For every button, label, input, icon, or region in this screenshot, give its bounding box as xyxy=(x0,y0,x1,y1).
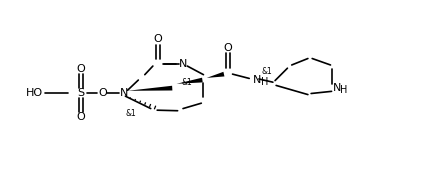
Text: HO: HO xyxy=(26,88,43,98)
Text: O: O xyxy=(98,88,107,98)
Text: N: N xyxy=(253,74,261,85)
Text: O: O xyxy=(76,112,85,122)
Polygon shape xyxy=(176,78,203,84)
Text: O: O xyxy=(154,34,162,44)
Text: H: H xyxy=(340,85,348,95)
Text: O: O xyxy=(76,64,85,74)
Text: N: N xyxy=(333,83,341,93)
Polygon shape xyxy=(127,86,173,91)
Text: &1: &1 xyxy=(182,78,193,87)
Text: H: H xyxy=(260,77,268,87)
Text: &1: &1 xyxy=(262,67,272,76)
Polygon shape xyxy=(207,72,225,78)
Text: N: N xyxy=(120,88,129,98)
Text: N: N xyxy=(179,59,187,69)
Text: O: O xyxy=(224,43,233,53)
Text: S: S xyxy=(77,88,84,98)
Text: &1: &1 xyxy=(126,109,137,118)
